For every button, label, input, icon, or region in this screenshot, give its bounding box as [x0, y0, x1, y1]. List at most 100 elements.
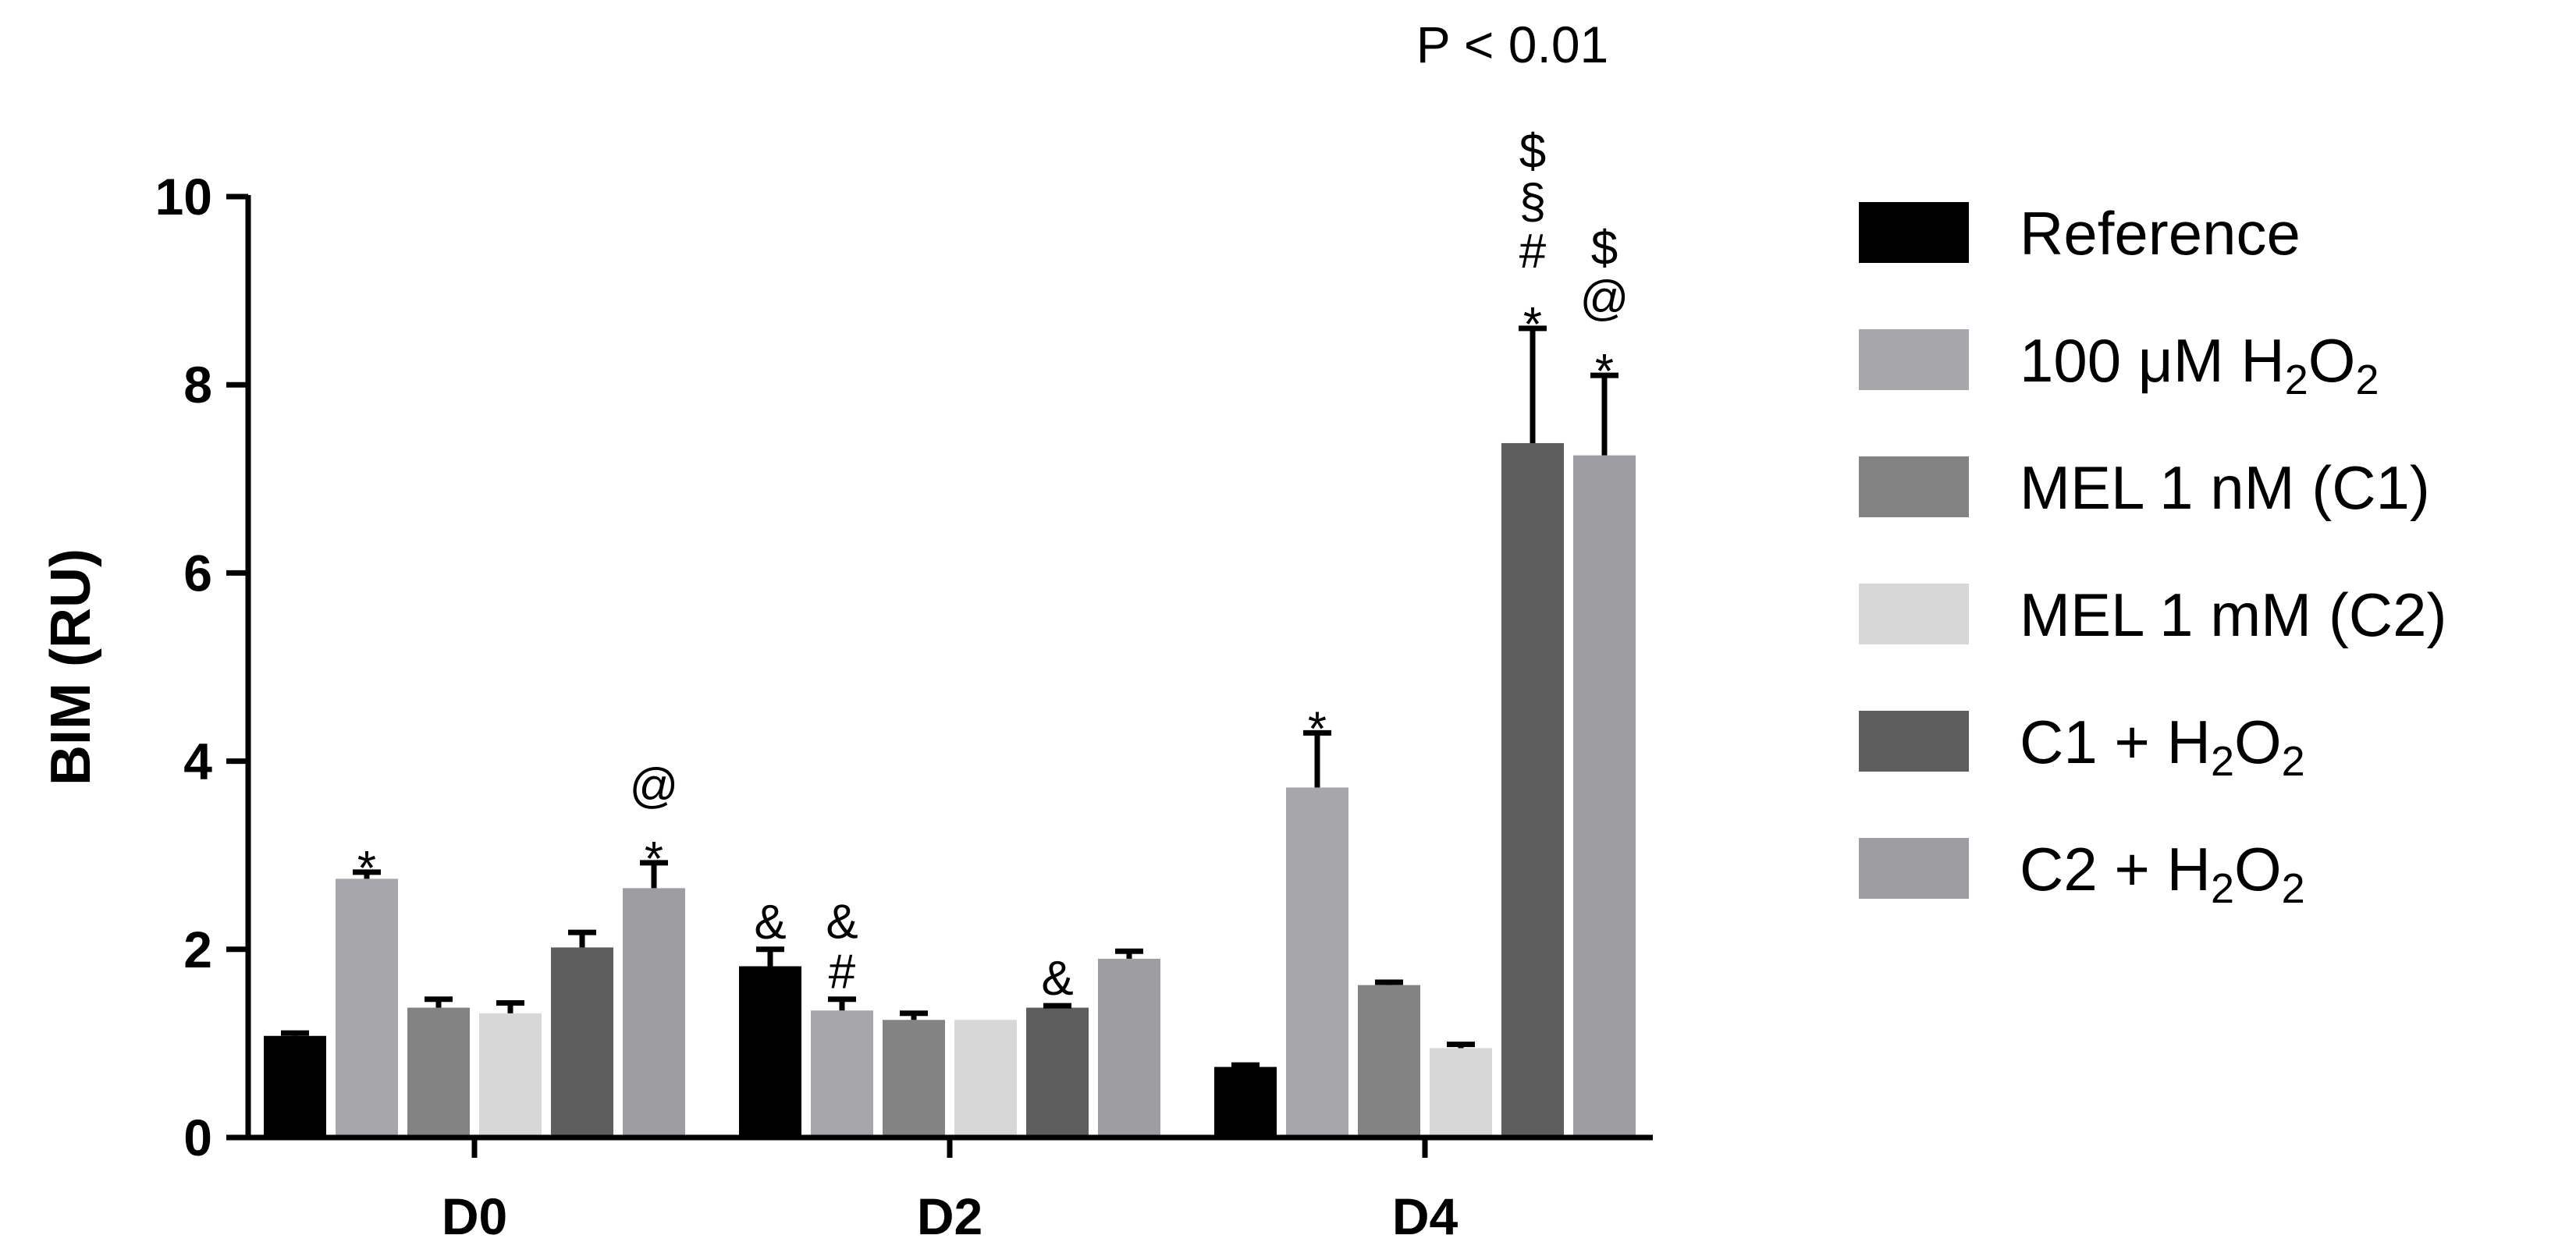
significance-symbol: #: [1519, 225, 1547, 279]
y-tick-label: 6: [183, 544, 212, 602]
p-value-note: P < 0.01: [1416, 16, 1609, 73]
bar-d4-series-4: [1501, 442, 1564, 1138]
error-bar-d0-series-4: [568, 929, 596, 948]
error-bar-d4-series-3: [1447, 1042, 1475, 1049]
significance-symbol: &: [1041, 952, 1073, 1006]
bar-d4-series-1: [1286, 787, 1348, 1138]
formula-oxygen: O: [2234, 835, 2282, 903]
bar-d2-series-5: [1098, 958, 1160, 1138]
bar-d2-series-1: [811, 1010, 873, 1138]
error-bars-layer: [281, 325, 1618, 1068]
error-bar-d4-series-4: [1519, 325, 1547, 443]
legend-swatch: [1859, 711, 1969, 772]
bar-d4-series-3: [1430, 1048, 1492, 1138]
y-tick-label: 2: [183, 921, 212, 978]
legend-label: MEL 1 mM (C2): [2020, 580, 2447, 649]
legend-label: C1 + H2O2: [2020, 708, 2305, 785]
bar-d0-series-4: [551, 947, 613, 1138]
legend-item: MEL 1 nM (C1): [1859, 453, 2430, 522]
legend-swatch: [1859, 584, 1969, 644]
significance-symbol: &: [754, 896, 786, 949]
bar-d0-series-3: [479, 1013, 542, 1138]
legend-item: 100 μM H2O2: [1859, 326, 2379, 403]
legend-item: C1 + H2O2: [1859, 708, 2305, 785]
error-bar-d0-series-0: [281, 1030, 309, 1036]
significance-symbol: &: [826, 896, 858, 949]
error-bar-d0-series-2: [425, 996, 453, 1008]
bar-d0-series-0: [264, 1035, 326, 1138]
error-bar-d2-series-0: [756, 946, 784, 967]
formula-subscript: 2: [2211, 738, 2234, 785]
error-bar-d2-series-1: [828, 996, 856, 1011]
significance-symbol: *: [1308, 702, 1327, 756]
legend-label-main: MEL 1 nM (C1): [2020, 453, 2430, 522]
bar-d4-series-5: [1573, 455, 1636, 1138]
error-bar-d2-series-2: [900, 1010, 928, 1020]
significance-symbol: @: [630, 759, 679, 813]
error-bar-d2-series-5: [1115, 948, 1143, 959]
formula-subscript: 2: [2211, 865, 2234, 912]
formula-oxygen: O: [2234, 708, 2282, 776]
significance-symbol: *: [1595, 345, 1614, 399]
x-category-label: D0: [442, 1187, 507, 1245]
error-bar-d4-series-0: [1231, 1062, 1260, 1068]
formula-subscript: 2: [2355, 357, 2379, 403]
significance-symbol: $: [1519, 125, 1546, 179]
significance-symbol: #: [829, 946, 856, 999]
significance-symbol: §: [1519, 175, 1546, 229]
formula-oxygen: O: [2308, 326, 2356, 395]
y-tick-label: 0: [183, 1109, 212, 1166]
x-category-label: D2: [917, 1187, 982, 1245]
error-bar-d0-series-3: [496, 1000, 524, 1013]
legend-item: C2 + H2O2: [1859, 835, 2305, 912]
formula-subscript: 2: [2285, 357, 2308, 403]
bar-d2-series-2: [883, 1020, 945, 1138]
significance-symbol: *: [645, 832, 663, 886]
bar-d4-series-2: [1358, 985, 1420, 1138]
error-bar-d2-series-4: [1043, 1003, 1071, 1009]
error-bar-d0-series-1: [353, 869, 381, 879]
significance-annotations: *@*& &# &*$§#*$@*: [357, 125, 1629, 1006]
formula-subscript: 2: [2282, 865, 2305, 912]
y-ticks-layer: 0 2 4 6 8 10: [155, 168, 248, 1166]
bar-d0-series-2: [407, 1007, 470, 1138]
legend-label-main: Reference: [2020, 199, 2301, 268]
bar-d0-series-1: [336, 878, 398, 1138]
bar-d4-series-0: [1214, 1067, 1277, 1138]
y-tick-label: 8: [183, 356, 212, 413]
legend-item: MEL 1 mM (C2): [1859, 580, 2447, 649]
significance-symbol: *: [357, 842, 376, 896]
x-categories-layer: D0 D2 D4: [442, 1138, 1459, 1245]
legend-label: 100 μM H2O2: [2020, 326, 2379, 403]
error-bar-d4-series-5: [1590, 372, 1618, 456]
y-axis-label: BIM (RU): [40, 548, 102, 786]
significance-symbol: *: [1523, 298, 1542, 352]
x-category-label: D4: [1392, 1187, 1459, 1245]
error-bar-d4-series-2: [1375, 979, 1403, 985]
y-tick-label: 10: [155, 168, 212, 225]
bar-d2-series-4: [1026, 1007, 1089, 1138]
legend-swatch: [1859, 838, 1969, 899]
bar-d2-series-3: [954, 1020, 1017, 1138]
bars-layer: [264, 442, 1636, 1138]
legend-swatch: [1859, 329, 1969, 390]
formula-subscript: 2: [2282, 738, 2305, 785]
axes-layer: [245, 195, 1653, 1141]
bar-d2-series-0: [739, 966, 801, 1138]
legend-swatch: [1859, 202, 1969, 263]
y-tick-label: 4: [183, 733, 212, 790]
legend-label: C2 + H2O2: [2020, 835, 2305, 912]
legend-swatch: [1859, 456, 1969, 517]
legend-label-main: C1 + H: [2020, 708, 2211, 776]
legend-item: Reference: [1859, 199, 2301, 268]
legend-label-main: 100 μM H: [2020, 326, 2285, 395]
significance-symbol: @: [1580, 272, 1629, 325]
legend-label-main: C2 + H: [2020, 835, 2211, 903]
legend-label: Reference: [2020, 199, 2301, 268]
error-bar-d4-series-1: [1303, 729, 1331, 788]
significance-symbol: $: [1591, 222, 1618, 275]
legend-label-main: MEL 1 mM (C2): [2020, 580, 2447, 649]
